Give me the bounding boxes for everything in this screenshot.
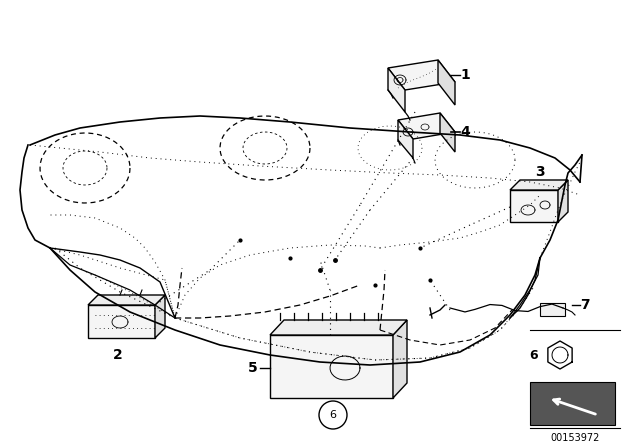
Polygon shape — [540, 303, 565, 316]
Polygon shape — [510, 190, 558, 222]
Text: 00153972: 00153972 — [550, 433, 600, 443]
Polygon shape — [270, 335, 393, 398]
Polygon shape — [155, 295, 165, 338]
Polygon shape — [388, 60, 455, 90]
Polygon shape — [558, 180, 568, 222]
Text: 2: 2 — [113, 348, 123, 362]
Text: 7: 7 — [580, 298, 589, 312]
Polygon shape — [440, 113, 455, 152]
Text: 6: 6 — [330, 410, 337, 420]
Text: 3: 3 — [535, 165, 545, 179]
Text: 6: 6 — [529, 349, 538, 362]
Text: 5: 5 — [248, 361, 258, 375]
Polygon shape — [388, 68, 405, 112]
Polygon shape — [88, 305, 155, 338]
Polygon shape — [398, 120, 413, 158]
Polygon shape — [438, 60, 455, 105]
Polygon shape — [398, 113, 455, 139]
Polygon shape — [270, 320, 407, 335]
Polygon shape — [510, 180, 568, 190]
Polygon shape — [393, 320, 407, 398]
Text: 1: 1 — [460, 68, 470, 82]
Text: 4: 4 — [460, 125, 470, 139]
Polygon shape — [88, 295, 165, 305]
Polygon shape — [530, 382, 615, 425]
